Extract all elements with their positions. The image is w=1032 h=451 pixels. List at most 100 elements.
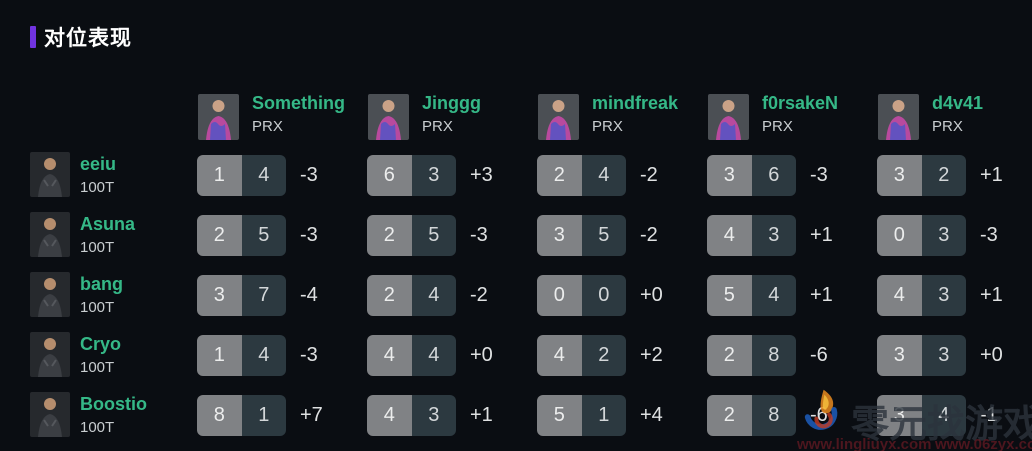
deaths-value: 3 [411,155,456,196]
player-name[interactable]: Asuna [80,214,136,234]
deaths-value: 4 [581,155,626,196]
kills-value: 4 [707,215,752,256]
matchup-cell: 5 1 +4 [537,395,663,436]
diff-value: -3 [300,344,318,366]
player-team: PRX [762,118,793,135]
deaths-value: 3 [921,335,966,376]
kills-value: 6 [367,155,412,196]
player-name[interactable]: Something [252,93,345,113]
kills-value: 2 [707,395,752,436]
deaths-value: 4 [411,335,456,376]
diff-value: +0 [470,344,493,366]
player-team: PRX [932,118,963,135]
deaths-value: 1 [581,395,626,436]
matchup-cell: 3 5 -2 [537,215,658,256]
matchup-cell: 2 5 -3 [367,215,488,256]
player-name[interactable]: f0rsakeN [762,93,839,113]
diff-value: +1 [980,284,1003,306]
row-header-eeiu: eeiu 100T [30,152,190,202]
kills-value: 8 [197,395,242,436]
kills-value: 3 [877,155,922,196]
kills-value: 4 [877,275,922,316]
matchup-cell: 3 7 -4 [197,275,318,316]
kills-value: 3 [877,395,922,436]
kills-value: 1 [197,155,242,196]
deaths-value: 6 [751,155,796,196]
player-avatar[interactable] [708,94,749,140]
column-header-f0rsaken: f0rsakeN PRX [708,92,876,142]
player-avatar[interactable] [198,94,239,140]
deaths-value: 4 [241,155,286,196]
player-avatar[interactable] [30,332,70,377]
deaths-value: 3 [751,215,796,256]
deaths-value: 2 [581,335,626,376]
player-avatar[interactable] [368,94,409,140]
matchup-cell: 2 8 -6 [707,335,828,376]
kills-value: 3 [197,275,242,316]
diff-value: -3 [470,224,488,246]
kills-value: 2 [707,335,752,376]
deaths-value: 8 [751,395,796,436]
kills-value: 1 [197,335,242,376]
deaths-value: 8 [751,335,796,376]
deaths-value: 7 [241,275,286,316]
kills-value: 5 [537,395,582,436]
diff-value: +3 [470,164,493,186]
diff-value: -2 [470,284,488,306]
diff-value: +1 [470,404,493,426]
matchup-cell: 3 4 -1 [877,395,998,436]
player-avatar[interactable] [878,94,919,140]
matchup-cell: 3 6 -3 [707,155,828,196]
diff-value: -2 [640,164,658,186]
player-avatar[interactable] [30,152,70,197]
matchup-cell: 2 4 -2 [537,155,658,196]
matchup-cell: 6 3 +3 [367,155,493,196]
diff-value: +1 [980,164,1003,186]
matchup-cell: 4 2 +2 [537,335,663,376]
player-avatar[interactable] [30,212,70,257]
kills-value: 3 [537,215,582,256]
matchup-cell: 2 8 -6 [707,395,828,436]
kills-value: 2 [367,215,412,256]
row-header-cryo: Cryo 100T [30,332,190,382]
player-avatar[interactable] [538,94,579,140]
deaths-value: 3 [921,215,966,256]
player-avatar[interactable] [30,272,70,317]
column-header-mindfreak: mindfreak PRX [538,92,706,142]
player-team: 100T [80,359,115,376]
player-team: PRX [252,118,283,135]
matchup-cell: 4 3 +1 [877,275,1003,316]
matchup-cell: 1 4 -3 [197,335,318,376]
player-name[interactable]: mindfreak [592,93,679,113]
kills-value: 2 [367,275,412,316]
player-name[interactable]: eeiu [80,154,117,174]
kills-value: 3 [707,155,752,196]
diff-value: -3 [300,164,318,186]
player-team: 100T [80,419,115,436]
matchup-cell: 4 4 +0 [367,335,493,376]
matchup-cell: 1 4 -3 [197,155,318,196]
deaths-value: 4 [411,275,456,316]
deaths-value: 5 [241,215,286,256]
matchup-cell: 4 3 +1 [707,215,833,256]
diff-value: +1 [810,284,833,306]
player-name[interactable]: Cryo [80,334,122,354]
deaths-value: 4 [241,335,286,376]
matchup-cell: 0 3 -3 [877,215,998,256]
diff-value: -6 [810,344,828,366]
column-header-jinggg: Jinggg PRX [368,92,536,142]
player-team: 100T [80,299,115,316]
player-name[interactable]: Boostio [80,394,147,414]
player-name[interactable]: d4v41 [932,93,984,113]
player-avatar[interactable] [30,392,70,437]
player-name[interactable]: bang [80,274,123,294]
matchup-cell: 4 3 +1 [367,395,493,436]
player-name[interactable]: Jinggg [422,93,481,113]
player-team: PRX [422,118,453,135]
section-title: 对位表现 [44,27,132,50]
deaths-value: 3 [921,275,966,316]
matchup-cell: 3 3 +0 [877,335,1003,376]
diff-value: +0 [640,284,663,306]
diff-value: -6 [810,404,828,426]
